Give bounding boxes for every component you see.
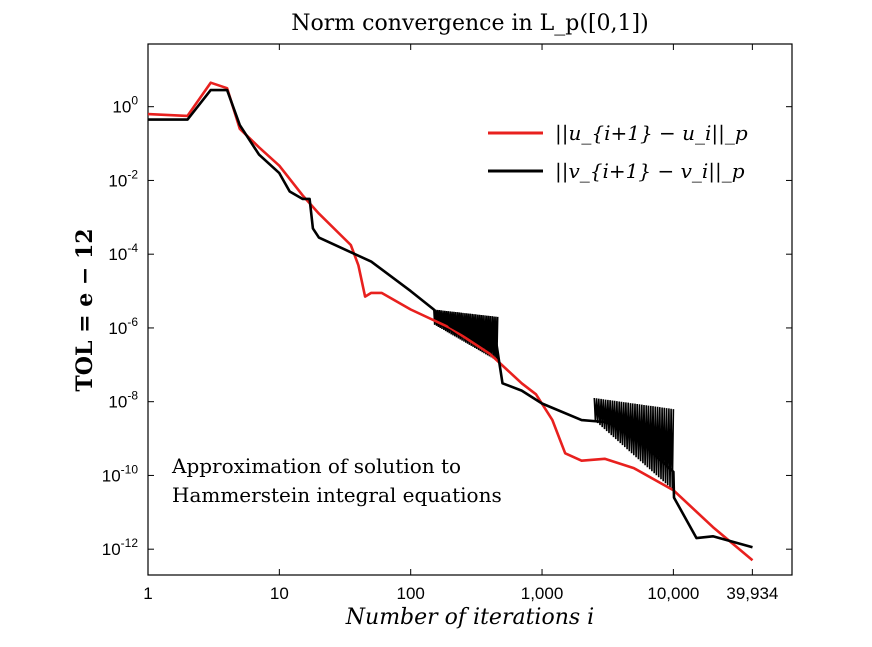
x-tick-label: 39,934 xyxy=(726,584,778,603)
y-tick-label: 10-10 xyxy=(102,462,139,485)
legend: ||u_{i+1} − u_i||_p ||v_{i+1} − v_i||_p xyxy=(488,121,748,184)
x-tick-label: 1 xyxy=(143,584,152,603)
y-axis-ticks: 100 10-2 10-4 10-6 10-8 10-10 10-12 xyxy=(102,94,792,559)
annotation-line-1: Approximation of solution to xyxy=(171,454,461,478)
y-tick-label: 10-2 xyxy=(108,167,138,190)
series-lines xyxy=(147,81,754,562)
x-tick-label: 10,000 xyxy=(647,584,699,603)
chart-title: Norm convergence in L_p([0,1]) xyxy=(291,11,648,36)
legend-label-v: ||v_{i+1} − v_i||_p xyxy=(555,159,745,184)
oscillation-band-1 xyxy=(593,397,675,490)
legend-label-u: ||u_{i+1} − u_i||_p xyxy=(555,121,748,146)
oscillation-band-0 xyxy=(433,309,499,361)
y-tick-label: 10-6 xyxy=(108,315,138,338)
annotation-line-2: Hammerstein integral equations xyxy=(172,483,502,507)
y-axis-label: TOL = e − 12 xyxy=(72,228,98,391)
x-tick-label: 100 xyxy=(397,584,425,603)
x-tick-label: 1,000 xyxy=(521,584,564,603)
oscillation-bands xyxy=(433,309,675,490)
series-line-1 xyxy=(148,88,753,549)
y-tick-label: 100 xyxy=(112,94,138,117)
plot-frame xyxy=(147,43,793,576)
y-tick-label: 10-4 xyxy=(108,241,138,264)
y-tick-label: 10-12 xyxy=(102,536,139,559)
y-tick-label: 10-8 xyxy=(108,389,138,412)
x-axis-label: Number of iterations i xyxy=(345,605,594,630)
x-tick-label: 10 xyxy=(270,584,289,603)
x-axis-ticks: 1 10 100 1,000 10,000 39,934 xyxy=(143,44,778,603)
